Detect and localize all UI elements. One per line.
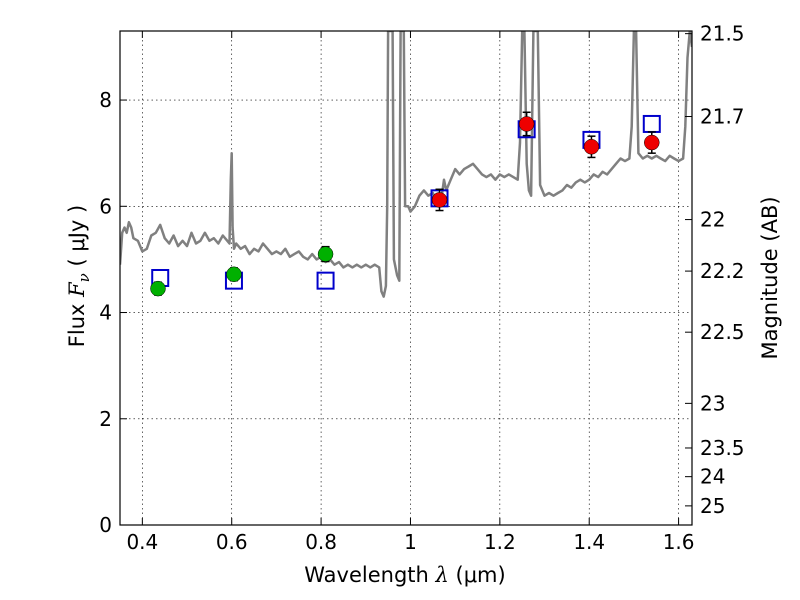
y-tick-label: 6 [99,194,112,218]
model-photometry-square [316,271,335,290]
photometry-circle [150,280,166,297]
mag-tick-label: 21.5 [700,22,745,46]
mag-tick-label: 23.5 [700,436,745,460]
x-tick-label: 1.6 [663,530,695,554]
photometry-circle [583,139,600,155]
y-tick-label: 8 [99,88,112,112]
y2-axis-label: Magnitude (AB) [758,196,782,359]
photometry-circle [644,134,660,151]
gridlines [120,31,692,526]
photometry-point [150,280,166,297]
mag-tick-label: 24 [700,465,725,489]
model-photometry-square [642,114,661,133]
photometry-point [317,245,334,263]
photometry-point [431,188,448,212]
mag-tick-label: 23 [700,391,725,415]
mag-tick-label: 22.5 [700,320,745,344]
x-tick-label: 0.8 [305,530,337,554]
x-tick-label: 1.4 [573,530,605,554]
y-tick-label: 0 [99,513,112,537]
markers-layer [150,111,661,297]
mag-tick-label: 22.2 [700,259,745,283]
x-tick-label: 1 [404,530,417,554]
photometry-point [518,111,535,137]
model-sed-line [120,31,692,298]
y-tick-label: 4 [99,301,112,325]
model-sed-line-layer [120,31,692,298]
mag-tick-label: 25 [700,494,725,518]
mag-tick-label: 21.7 [700,105,745,129]
photometry-circle [317,246,334,262]
photometry-circle [226,266,242,283]
x-tick-label: 0.6 [216,530,248,554]
mag-tick-label: 22 [700,208,725,232]
plot-frame [119,30,693,526]
x-axis-label: Wavelength λ (μm) [304,563,505,587]
y-tick-label: 2 [99,407,112,431]
axes-layer: 0.4 0.6 0.8 1 1.2 1.4 1.60246821.521.72222.222… [99,22,744,554]
photometry-point [583,135,600,159]
x-tick-label: 1.2 [484,530,516,554]
photometry-circle [431,192,448,208]
y-axis-label: Flux Fν ( μJy ) [65,205,93,347]
photometry-point [226,266,242,283]
photometry-circle [518,116,535,132]
photometry-point [644,131,660,154]
x-tick-label: 0.4 [126,530,158,554]
